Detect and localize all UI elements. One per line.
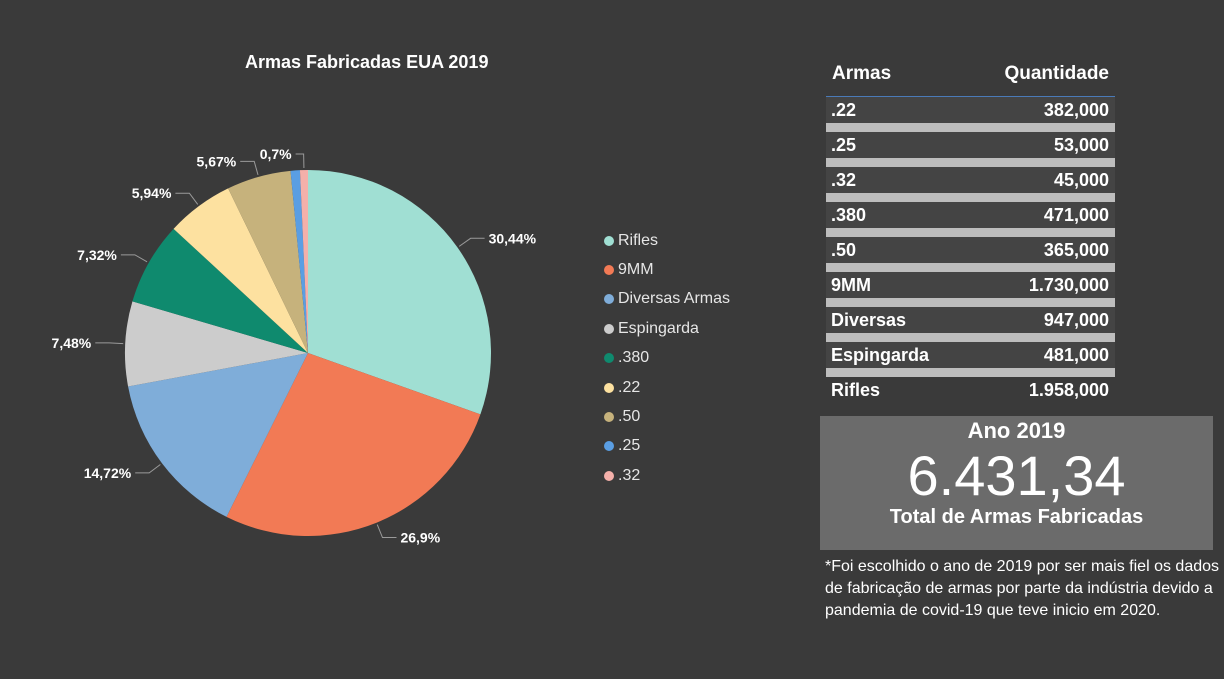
leader-line xyxy=(376,524,397,539)
legend-swatch xyxy=(604,470,614,481)
cell-quantidade: 481,000 xyxy=(1043,344,1109,365)
cell-arma: .25 xyxy=(831,134,857,155)
cell-arma: Espingarda xyxy=(831,344,930,365)
total-card: Ano 2019 6.431,34 Total de Armas Fabrica… xyxy=(820,416,1213,550)
legend-item: .32 xyxy=(604,461,730,490)
cell-quantidade: 1.958,000 xyxy=(1028,379,1109,400)
legend-label: .22 xyxy=(618,378,641,396)
legend-item: .380 xyxy=(604,344,730,373)
legend-swatch xyxy=(604,382,614,393)
legend-item: .25 xyxy=(604,432,730,461)
data-label: 14,72% xyxy=(84,465,132,481)
table-row: .25 53,000 xyxy=(826,123,1115,158)
cell-quantidade: 1.730,000 xyxy=(1028,274,1109,295)
leader-line xyxy=(240,160,259,176)
legend-label: .32 xyxy=(618,466,641,484)
leader-line xyxy=(120,254,148,263)
cell-arma: .50 xyxy=(831,239,857,260)
pie-slice xyxy=(299,170,308,353)
pie-chart: 30,44% 26,9% 14,72% 7,48% 7,32% 5,94% 5,67% 0,7… xyxy=(52,146,537,546)
table-row: .50 365,000 xyxy=(826,228,1115,263)
legend-swatch xyxy=(604,323,614,334)
legend-item: 9MM xyxy=(604,255,730,284)
table-header: Armas Quantidade xyxy=(826,52,1115,97)
chart-legend: Rifles 9MM Diversas Armas Espingarda .380 .22… xyxy=(604,226,730,491)
table-row: Diversas 947,000 xyxy=(826,298,1115,333)
quantity-table: Armas Quantidade .22 382,000 .25 53,000 .32 4… xyxy=(826,52,1115,403)
header-armas: Armas xyxy=(832,63,892,84)
footnote: *Foi escolhido o ano de 2019 por ser mai… xyxy=(825,558,1220,619)
legend-swatch xyxy=(604,353,614,364)
cell-arma: 9MM xyxy=(831,274,871,295)
cell-arma: .22 xyxy=(831,99,857,120)
header-quantidade: Quantidade xyxy=(1004,63,1109,84)
legend-item: .22 xyxy=(604,373,730,402)
chart-title: Armas Fabricadas EUA 2019 xyxy=(245,52,489,72)
table-row: Espingarda 481,000 xyxy=(826,333,1115,368)
legend-item: Rifles xyxy=(604,226,730,255)
legend-item: Espingarda xyxy=(604,314,730,343)
pie-slice xyxy=(173,188,308,353)
pie-slice xyxy=(132,228,308,353)
legend-item: .50 xyxy=(604,402,730,431)
data-label: 5,67% xyxy=(197,153,237,169)
cell-arma: Diversas xyxy=(831,309,907,330)
pie-slice xyxy=(124,301,308,387)
legend-swatch xyxy=(604,265,614,276)
legend-swatch xyxy=(604,294,614,305)
data-label: 7,32% xyxy=(77,247,117,263)
legend-label: .380 xyxy=(618,349,650,367)
legend-label: 9MM xyxy=(618,261,654,279)
cell-arma: Rifles xyxy=(831,379,881,400)
legend-swatch xyxy=(604,441,614,452)
pie-slice xyxy=(228,170,308,353)
table-row: Rifles 1.958,000 xyxy=(826,368,1115,403)
data-label: 7,48% xyxy=(52,335,92,351)
data-label: 26,9% xyxy=(400,530,440,546)
cell-quantidade: 53,000 xyxy=(1053,134,1109,155)
total-value: 6.431,34 xyxy=(907,444,1126,507)
legend-label: .25 xyxy=(618,437,641,455)
cell-quantidade: 471,000 xyxy=(1043,204,1109,225)
table-row: .32 45,000 xyxy=(826,158,1115,193)
data-label: 5,94% xyxy=(132,185,172,201)
pie-slice xyxy=(128,353,308,517)
data-label: 30,44% xyxy=(489,230,537,246)
cell-arma: .32 xyxy=(831,169,857,190)
cell-quantidade: 947,000 xyxy=(1043,309,1109,330)
leader-line xyxy=(135,464,161,474)
legend-label: Diversas Armas xyxy=(618,290,731,308)
pie-slice xyxy=(290,170,308,353)
table-row: .380 471,000 xyxy=(826,193,1115,228)
leader-line xyxy=(295,153,305,169)
table-row: 9MM 1.730,000 xyxy=(826,263,1115,298)
total-caption: Total de Armas Fabricadas xyxy=(889,506,1144,528)
legend-swatch xyxy=(604,412,614,423)
data-label: 0,7% xyxy=(260,146,292,162)
leader-line xyxy=(175,192,199,205)
legend-label: .50 xyxy=(618,408,641,426)
pie-slice xyxy=(226,353,481,536)
cell-quantidade: 365,000 xyxy=(1043,239,1109,260)
leader-line xyxy=(95,342,124,345)
cell-quantidade: 45,000 xyxy=(1053,169,1109,190)
leader-line xyxy=(458,237,485,247)
total-year: Ano 2019 xyxy=(967,418,1066,443)
pie-slice xyxy=(308,170,491,415)
legend-label: Rifles xyxy=(618,231,659,249)
cell-arma: .380 xyxy=(831,204,867,225)
legend-label: Espingarda xyxy=(618,319,699,337)
table-body: .22 382,000 .25 53,000 .32 45,000 .380 471,000.… xyxy=(826,97,1115,403)
legend-swatch xyxy=(604,235,614,246)
cell-quantidade: 382,000 xyxy=(1043,99,1109,120)
table-row: .22 382,000 xyxy=(826,97,1115,123)
legend-item: Diversas Armas xyxy=(604,285,730,314)
